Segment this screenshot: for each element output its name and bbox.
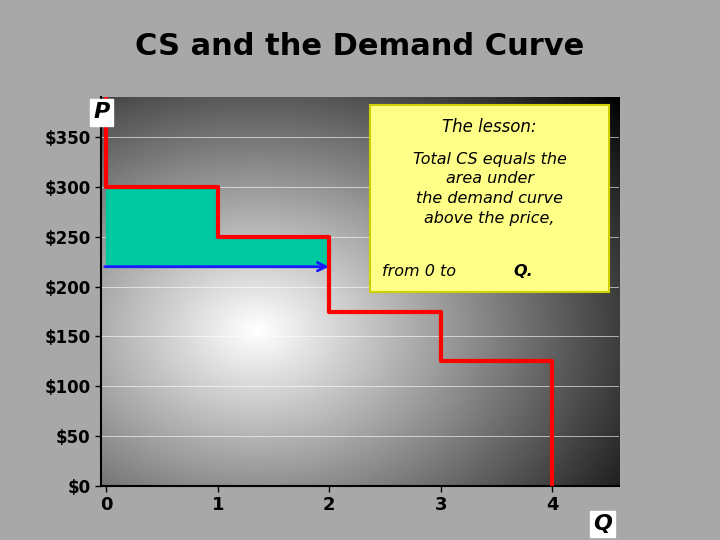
- Text: P: P: [94, 102, 110, 122]
- Text: Q: Q: [593, 514, 612, 534]
- Text: CS and the Demand Curve: CS and the Demand Curve: [135, 32, 585, 62]
